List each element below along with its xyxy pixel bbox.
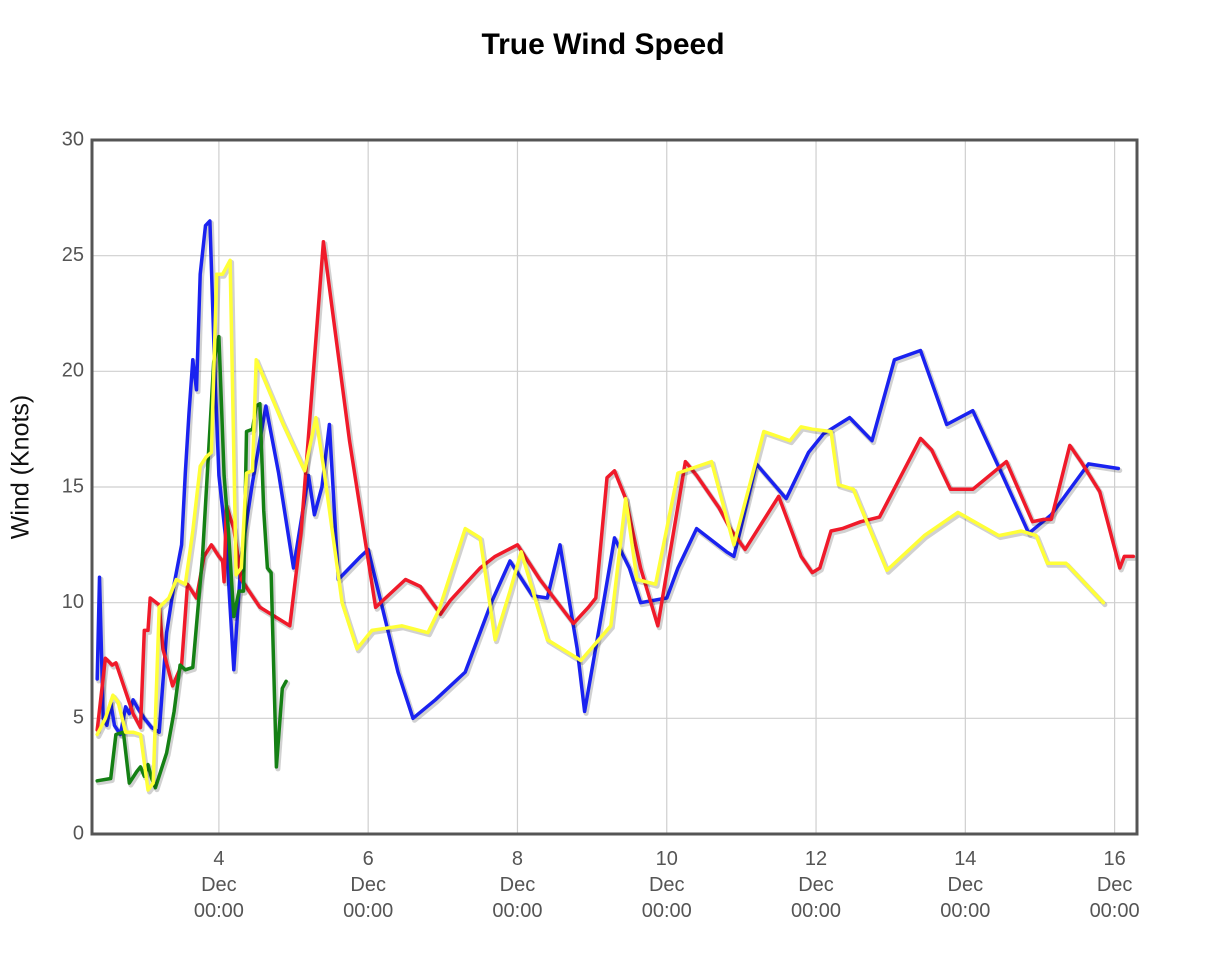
plot-frame [90, 138, 1139, 836]
x-tick-month: Dec [201, 874, 237, 896]
y-tick-label: 15 [62, 475, 84, 497]
y-axis: 0 5 10 15 20 25 30 [62, 128, 84, 844]
x-tick-label: 10 Dec 00:00 [642, 848, 692, 922]
x-tick-day: 8 [512, 848, 523, 870]
x-tick-month: Dec [500, 874, 536, 896]
x-tick-time: 00:00 [1090, 900, 1140, 922]
x-tick-month: Dec [649, 874, 685, 896]
x-tick-day: 16 [1103, 848, 1125, 870]
y-tick-label: 25 [62, 244, 84, 266]
y-tick-label: 10 [62, 591, 84, 613]
x-tick-time: 00:00 [940, 900, 990, 922]
x-tick-label: 16 Dec 00:00 [1090, 848, 1140, 922]
x-tick-month: Dec [798, 874, 834, 896]
x-tick-time: 00:00 [791, 900, 841, 922]
x-tick-time: 00:00 [343, 900, 393, 922]
x-tick-label: 12 Dec 00:00 [791, 848, 841, 922]
x-tick-label: 8 Dec 00:00 [492, 848, 542, 922]
x-tick-month: Dec [1097, 874, 1133, 896]
x-tick-month: Dec [350, 874, 386, 896]
x-tick-label: 6 Dec 00:00 [343, 848, 393, 922]
x-tick-day: 4 [213, 848, 224, 870]
x-tick-day: 6 [363, 848, 374, 870]
y-tick-label: 30 [62, 128, 84, 150]
x-tick-time: 00:00 [194, 900, 244, 922]
y-tick-label: 20 [62, 360, 84, 382]
x-tick-day: 14 [954, 848, 976, 870]
series-line-3 [95, 334, 288, 790]
x-axis: 4 Dec 00:00 6 Dec 00:00 8 Dec 00:00 10 Dec 00:00 12 D… [194, 848, 1140, 922]
x-tick-day: 10 [656, 848, 678, 870]
y-tick-label: 0 [73, 822, 84, 844]
x-tick-time: 00:00 [492, 900, 542, 922]
x-tick-day: 12 [805, 848, 827, 870]
x-tick-label: 14 Dec 00:00 [940, 848, 990, 922]
x-tick-time: 00:00 [642, 900, 692, 922]
y-tick-label: 5 [73, 707, 84, 729]
y-axis-label: Wind (Knots) [7, 395, 35, 539]
series-layer [95, 219, 1138, 795]
x-tick-label: 4 Dec 00:00 [194, 848, 244, 922]
x-tick-month: Dec [948, 874, 984, 896]
chart-title: True Wind Speed [481, 28, 725, 61]
series-line-4 [95, 258, 1106, 792]
